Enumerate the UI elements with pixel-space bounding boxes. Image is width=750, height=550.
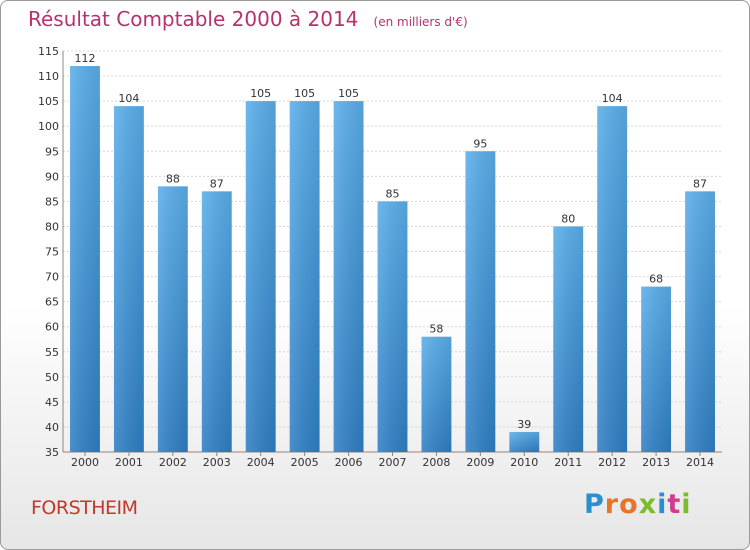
y-tick-label: 60 [45, 321, 59, 334]
value-label-2013: 68 [649, 273, 663, 286]
value-label-2008: 58 [429, 323, 443, 336]
value-label-2014: 87 [693, 177, 707, 190]
x-tick-label-2005: 2005 [291, 456, 319, 469]
title-row: Résultat Comptable 2000 à 2014 (en milli… [28, 7, 468, 31]
y-tick-label: 40 [45, 421, 59, 434]
bar-shade-2009 [465, 151, 496, 452]
bar-shade-2000 [70, 66, 100, 452]
y-tick-label: 115 [38, 45, 59, 58]
y-tick-label: 90 [45, 170, 59, 183]
y-tick-label: 70 [45, 271, 59, 284]
y-tick-label: 100 [38, 120, 59, 133]
y-tick-label: 65 [45, 296, 59, 309]
chart-subtitle: (en milliers d'€) [373, 15, 468, 29]
bar-shade-2007 [377, 201, 408, 452]
bar-shade-2006 [333, 101, 364, 452]
x-tick-label-2011: 2011 [554, 456, 582, 469]
bar-shade-2014 [685, 191, 715, 452]
value-label-2004: 105 [250, 87, 271, 100]
y-tick-label: 85 [45, 195, 59, 208]
logo-letter: i [657, 489, 668, 520]
bar-shade-2011 [553, 226, 584, 452]
value-label-2011: 80 [561, 212, 575, 225]
value-label-2003: 87 [210, 177, 224, 190]
x-tick-label-2013: 2013 [642, 456, 670, 469]
city-name: FORSTHEIM [31, 497, 138, 519]
x-tick-label-2008: 2008 [422, 456, 450, 469]
bar-shade-2013 [641, 286, 672, 452]
x-tick-label-2010: 2010 [510, 456, 538, 469]
y-tick-label: 95 [45, 145, 59, 158]
logo-letter: P [584, 489, 605, 520]
x-tick-label-2009: 2009 [466, 456, 494, 469]
y-tick-label: 45 [45, 396, 59, 409]
bar-shade-2010 [509, 431, 540, 452]
value-label-2001: 104 [118, 92, 139, 105]
logo-letter: o [619, 489, 639, 520]
chart-title: Résultat Comptable 2000 à 2014 [28, 7, 359, 31]
logo-letter: i [681, 489, 692, 520]
y-tick-label: 80 [45, 220, 59, 233]
x-tick-label-2001: 2001 [115, 456, 143, 469]
logo-letter: x [638, 489, 658, 520]
bar-shade-2002 [157, 186, 188, 452]
value-label-2000: 112 [74, 52, 95, 65]
y-tick-label: 110 [38, 70, 59, 83]
bar-shade-2012 [597, 106, 628, 452]
value-label-2007: 85 [386, 187, 400, 200]
value-label-2009: 95 [473, 137, 487, 150]
value-label-2006: 105 [338, 87, 359, 100]
x-tick-label-2007: 2007 [379, 456, 407, 469]
value-label-2012: 104 [602, 92, 623, 105]
value-label-2002: 88 [166, 172, 180, 185]
y-tick-label: 75 [45, 246, 59, 259]
x-tick-label-2004: 2004 [247, 456, 275, 469]
y-tick-label: 35 [45, 446, 59, 459]
x-tick-label-2000: 2000 [71, 456, 99, 469]
bar-shade-2003 [201, 191, 232, 452]
y-tick-label: 105 [38, 95, 59, 108]
value-label-2005: 105 [294, 87, 315, 100]
x-tick-label-2006: 2006 [335, 456, 363, 469]
proxiti-logo: Proxiti [584, 489, 692, 520]
bar-shade-2004 [245, 101, 276, 452]
logo-letter: t [667, 489, 682, 520]
y-tick-label: 55 [45, 346, 59, 359]
x-tick-label-2002: 2002 [159, 456, 187, 469]
logo-letter: r [604, 489, 620, 520]
x-tick-label-2003: 2003 [203, 456, 231, 469]
bar-shade-2001 [113, 106, 144, 452]
bar-shade-2005 [289, 101, 320, 452]
y-tick-label: 50 [45, 371, 59, 384]
x-tick-label-2014: 2014 [686, 456, 714, 469]
x-tick-label-2012: 2012 [598, 456, 626, 469]
value-label-2010: 39 [517, 418, 531, 431]
bar-shade-2008 [421, 336, 452, 452]
